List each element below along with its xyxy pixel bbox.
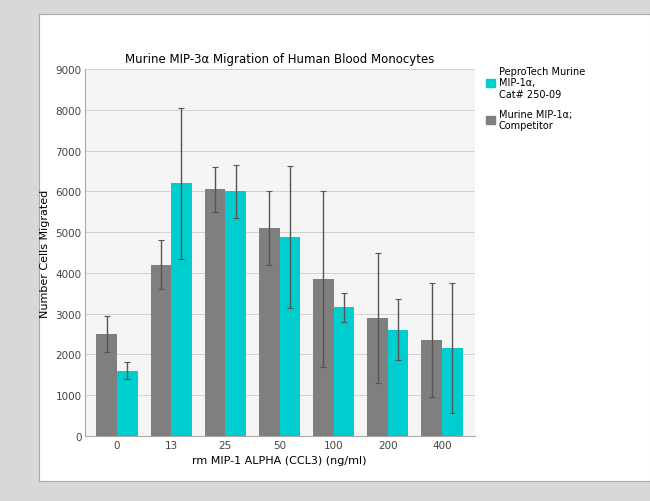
Title: Murine MIP-3α Migration of Human Blood Monocytes: Murine MIP-3α Migration of Human Blood M… [125,53,434,66]
Bar [226,192,246,436]
Bar [96,334,117,436]
Bar [333,308,354,436]
Bar [280,238,300,436]
Bar [313,280,333,436]
Bar [151,265,171,436]
Bar [367,318,388,436]
Bar [205,190,226,436]
Y-axis label: Number Cells Migrated: Number Cells Migrated [40,189,50,317]
Bar [388,330,408,436]
Bar [442,349,463,436]
Bar [171,184,192,436]
Legend: PeproTech Murine
MIP-1α,
Cat# 250-09, Murine MIP-1α;
Competitor: PeproTech Murine MIP-1α, Cat# 250-09, Mu… [486,67,585,131]
Bar [117,371,138,436]
X-axis label: rm MIP-1 ALPHA (CCL3) (ng/ml): rm MIP-1 ALPHA (CCL3) (ng/ml) [192,455,367,465]
Bar [421,340,442,436]
Bar [259,228,280,436]
